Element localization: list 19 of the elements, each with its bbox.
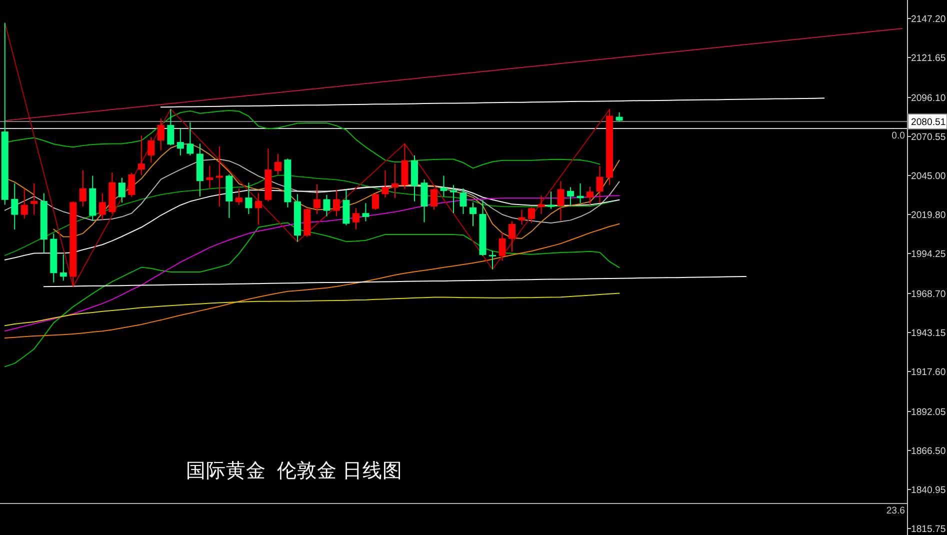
price-label: 2080.51 xyxy=(908,114,947,130)
ytick: 2121.65 xyxy=(911,53,946,64)
annotation: 0.0 xyxy=(892,130,905,142)
ytick: 1815.75 xyxy=(911,524,946,535)
annotation: 23.6 xyxy=(886,506,905,516)
ytick: 1866.50 xyxy=(911,446,946,457)
ytick: 2019.80 xyxy=(911,210,946,221)
title: 国际黄金 伦敦金 日线图 xyxy=(186,460,402,482)
ref-line-label: 2080.51 xyxy=(911,117,946,128)
ytick: 1943.15 xyxy=(911,328,946,339)
ytick: 1840.95 xyxy=(911,485,946,496)
ytick: 2147.20 xyxy=(911,14,946,25)
ytick: 1892.05 xyxy=(911,407,946,418)
ytick: 2070.55 xyxy=(911,132,946,143)
ytick: 2096.10 xyxy=(911,93,946,104)
ytick: 1994.25 xyxy=(911,249,946,260)
ytick: 1917.60 xyxy=(911,367,946,378)
ytick: 1968.70 xyxy=(911,289,946,300)
ytick: 2045.00 xyxy=(911,171,946,182)
